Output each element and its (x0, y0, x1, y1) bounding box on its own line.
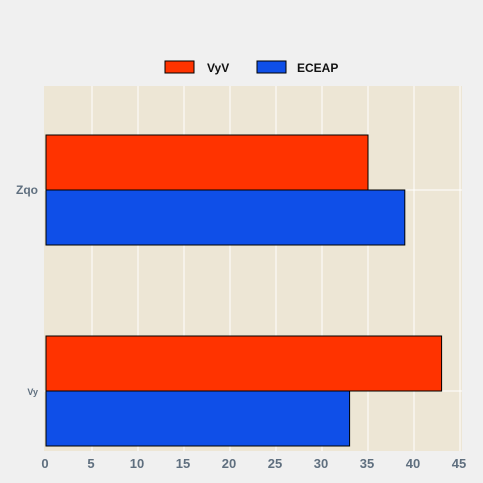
legend-label-vyv: VyV (207, 61, 229, 75)
x-tick-label-0: 0 (41, 456, 48, 471)
x-tick-label-15: 15 (176, 456, 190, 471)
x-tick-label-10: 10 (130, 456, 144, 471)
legend-swatch-eceap (256, 60, 287, 74)
bars (45, 134, 443, 447)
bar-vy-eceap (45, 390, 351, 447)
y-tick-label-vy: Vy (27, 387, 38, 397)
x-tick-label-30: 30 (314, 456, 328, 471)
x-axis-ticks: 0 5 10 15 20 25 30 35 40 45 (41, 456, 466, 471)
bar-zqo-vyv (45, 134, 369, 191)
x-tick-label-25: 25 (268, 456, 282, 471)
bar-zqo-eceap (45, 189, 406, 246)
y-tick-label-zqo: Zqo (16, 183, 38, 197)
legend-swatch-vyv (164, 60, 195, 74)
x-tick-label-20: 20 (222, 456, 236, 471)
bar-vy-vyv (45, 335, 443, 392)
x-tick-label-40: 40 (406, 456, 420, 471)
y-axis-ticks: Zqo Vy (16, 183, 38, 397)
x-tick-label-45: 45 (452, 456, 466, 471)
legend: VyV ECEAP (164, 60, 338, 75)
legend-label-eceap: ECEAP (297, 61, 338, 75)
x-tick-label-35: 35 (360, 456, 374, 471)
x-tick-label-5: 5 (87, 456, 94, 471)
